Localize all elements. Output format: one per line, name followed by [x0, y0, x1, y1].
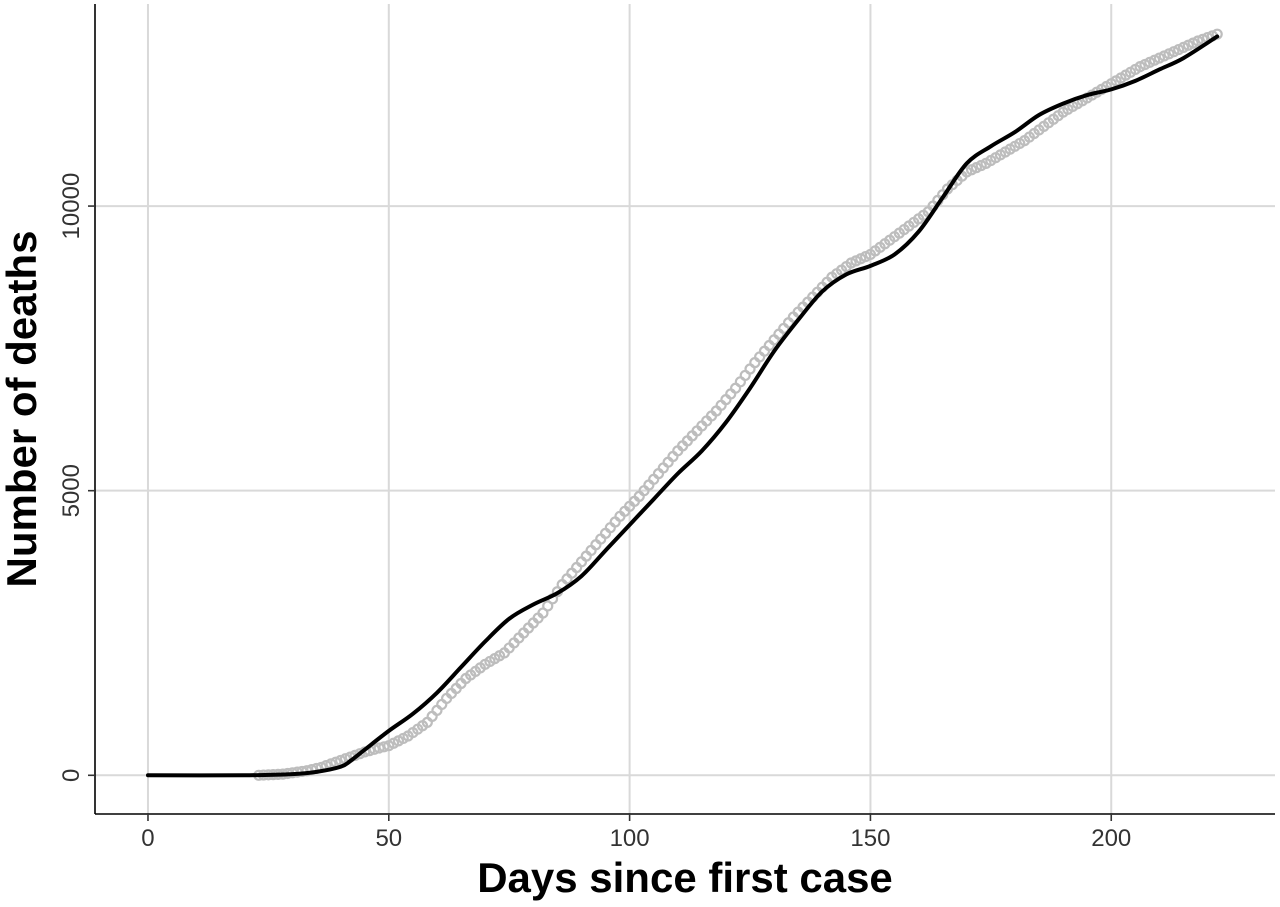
x-axis-title: Days since first case	[477, 854, 893, 901]
x-axis-ticks: 0 50 100 150 200	[141, 814, 1131, 852]
y-axis-title: Number of deaths	[0, 230, 45, 587]
y-tick-label: 10000	[58, 173, 85, 240]
data-point	[378, 741, 390, 753]
x-tick-label: 150	[850, 825, 890, 852]
data-point	[373, 742, 385, 754]
smooth-fit-line	[145, 34, 1220, 778]
data-point	[368, 743, 380, 755]
x-tick-label: 50	[375, 825, 402, 852]
x-tick-label: 100	[610, 825, 650, 852]
y-tick-label: 5000	[58, 464, 85, 517]
y-axis-ticks: 0 5000 10000	[58, 173, 95, 782]
x-tick-label: 0	[141, 825, 154, 852]
grid	[95, 4, 1275, 814]
y-tick-label: 0	[58, 769, 85, 782]
x-tick-label: 200	[1091, 825, 1131, 852]
